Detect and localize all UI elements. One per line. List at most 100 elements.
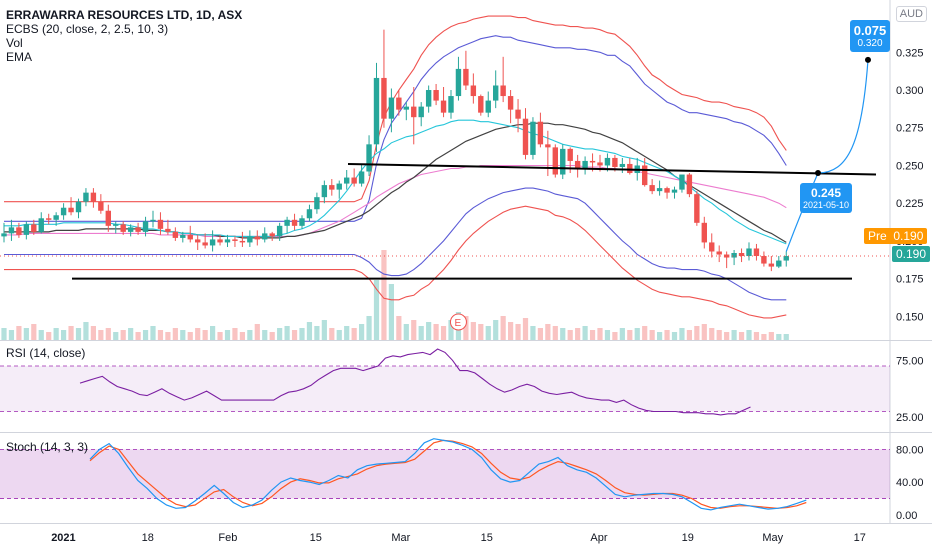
candle-body (321, 185, 328, 198)
candle-body (552, 147, 558, 175)
target-callout[interactable]: 0.075 0.320 (850, 20, 890, 52)
candle-body (567, 148, 573, 161)
candle-body (217, 239, 223, 243)
candle-body (664, 188, 670, 193)
candle-body (783, 256, 789, 261)
volume-bar (440, 326, 447, 340)
volume-bar (649, 330, 655, 340)
candle-body (127, 227, 134, 232)
price-tick-label: 0.325 (896, 47, 924, 59)
point-callout[interactable]: 0.245 2021-05-10 (800, 183, 852, 213)
candle-body (716, 251, 722, 255)
volume-bar (16, 326, 22, 340)
stoch-title[interactable]: Stoch (14, 3, 3) (6, 440, 89, 454)
volume-bar (359, 324, 365, 340)
candle-body (157, 219, 164, 229)
legend-vol[interactable]: Vol (6, 36, 23, 50)
volume-bar (83, 322, 89, 340)
currency-label[interactable]: AUD (895, 6, 927, 22)
stoch-tick-label: 0.00 (896, 510, 917, 522)
volume-bar (284, 326, 290, 340)
volume-bar (306, 322, 313, 340)
candle-body (433, 90, 439, 101)
candle-body (612, 157, 618, 167)
candle-body (582, 160, 588, 169)
candle-body (105, 210, 111, 226)
rsi-tick-label: 25.00 (896, 412, 924, 424)
symbol-title[interactable]: ERRAWARRA RESOURCES LTD, 1D, ASX (6, 8, 243, 22)
volume-bar (694, 326, 700, 340)
candle-body (530, 121, 536, 155)
target-price: 0.320 (857, 38, 883, 49)
price-tick-label: 0.300 (896, 85, 924, 97)
pink-ma-line (4, 164, 787, 237)
candle-body (247, 236, 253, 243)
volume-bar (217, 332, 223, 340)
candle-body (8, 227, 15, 234)
volume-bar (165, 332, 171, 340)
volume-bar (768, 332, 774, 340)
volume-bar (746, 330, 752, 340)
candle-body (291, 219, 298, 226)
candle-body (60, 207, 67, 216)
volume-bar (724, 332, 730, 340)
volume-bar (172, 328, 178, 340)
volume-bar (433, 324, 439, 340)
volume-bar (61, 330, 67, 340)
candle-body (68, 207, 74, 213)
rsi-tick-label: 75.00 (896, 355, 924, 367)
volume-bar (515, 324, 521, 340)
volume-bar (90, 326, 96, 340)
candle-body (403, 106, 409, 110)
volume-bar (336, 330, 342, 340)
time-axis-label: 18 (142, 532, 154, 544)
candle-body (329, 185, 335, 190)
time-axis-label: Mar (391, 532, 410, 544)
indicator-legend: ERRAWARRA RESOURCES LTD, 1D, ASX ECBS (2… (6, 8, 242, 64)
rsi-title[interactable]: RSI (14, close) (6, 346, 86, 360)
volume-bar (522, 318, 529, 340)
time-axis-label: 19 (682, 532, 694, 544)
legend-ema[interactable]: EMA (6, 50, 33, 64)
volume-bar (612, 332, 618, 340)
stoch-k-line (89, 438, 807, 511)
volume-bar (761, 334, 767, 340)
volume-bar (530, 326, 536, 340)
candle-body (642, 165, 648, 186)
candle-body (485, 100, 491, 113)
volume-bar (329, 328, 335, 340)
price-tick-label: 0.150 (896, 311, 924, 323)
candle-body (470, 85, 477, 97)
candle-body (358, 171, 365, 184)
candle-body (232, 239, 238, 241)
candle-body (83, 192, 89, 202)
candle-body (768, 263, 775, 267)
resistance-trendline (347, 162, 877, 176)
volume-bar (351, 328, 357, 340)
candle-body (23, 224, 30, 235)
candle-body (463, 68, 469, 86)
volume-bar (180, 330, 186, 340)
candle-body (90, 192, 97, 202)
volume-bar (575, 328, 581, 340)
volume-bar (567, 330, 573, 340)
candle-body (373, 77, 380, 145)
candle-body (746, 248, 752, 257)
volume-bar (485, 326, 491, 340)
candle-body (604, 157, 611, 166)
candle-body (686, 174, 693, 195)
projection-point-dot (815, 170, 821, 177)
volume-bar (321, 320, 327, 340)
candle-body (545, 144, 551, 148)
volume-bar (68, 326, 74, 340)
volume-bar (500, 316, 506, 340)
price-tick-label: 0.275 (896, 123, 924, 135)
legend-ecbs[interactable]: ECBS (20, close, 2, 2.5, 10, 3) (6, 22, 169, 36)
volume-bar (679, 328, 685, 340)
volume-bar (366, 316, 372, 340)
candle-body (142, 221, 149, 232)
price-tick-label: 0.175 (896, 274, 924, 286)
volume-bar (418, 326, 424, 340)
volume-bar (396, 316, 402, 340)
